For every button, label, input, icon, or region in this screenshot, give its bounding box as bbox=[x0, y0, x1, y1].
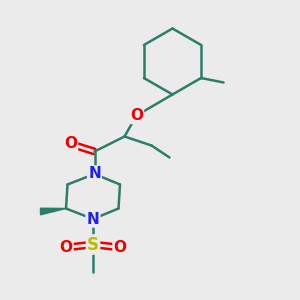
Text: O: O bbox=[113, 240, 127, 255]
Text: S: S bbox=[87, 236, 99, 253]
Text: O: O bbox=[130, 108, 143, 123]
Text: N: N bbox=[87, 212, 99, 226]
Polygon shape bbox=[40, 208, 66, 215]
Text: O: O bbox=[64, 136, 77, 152]
Text: N: N bbox=[88, 167, 101, 182]
Text: O: O bbox=[59, 240, 73, 255]
